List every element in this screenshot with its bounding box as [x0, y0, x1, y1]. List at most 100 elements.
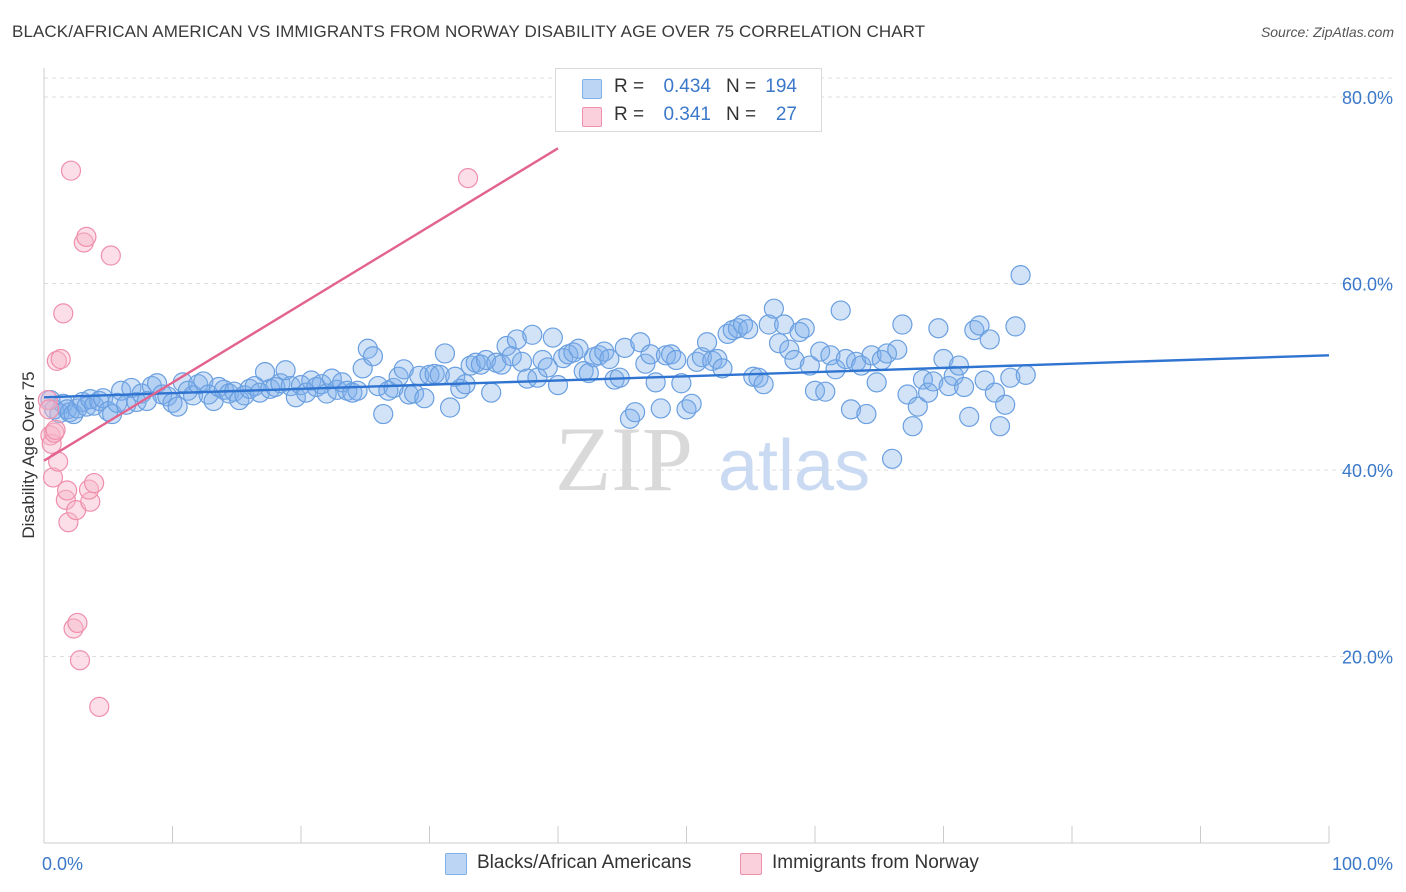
blacks-point-174 [917, 382, 939, 403]
y-tick-label-80: 80.0% [1342, 88, 1393, 108]
legend-n-label: N = [726, 76, 757, 97]
norway-point-10 [53, 303, 74, 324]
norway-trendline [43, 147, 559, 462]
blacks-point-70 [383, 377, 404, 399]
blacks-point-139 [738, 319, 759, 340]
blacks-point-80 [434, 343, 456, 364]
blacks-point-172 [907, 396, 928, 417]
x-tick-label-0: 0.0% [42, 854, 83, 874]
blacks-point-164 [866, 372, 887, 393]
blacks-point-72 [393, 359, 414, 380]
norway-point-15 [63, 618, 84, 639]
norway-point-17 [67, 612, 88, 634]
blacks-point-182 [959, 406, 980, 427]
legend-r-label: R = [614, 104, 645, 125]
norway-point-6 [45, 419, 66, 441]
blacks-point-171 [902, 416, 923, 437]
blacks-point-100 [537, 357, 558, 378]
chart-title: BLACK/AFRICAN AMERICAN VS IMMIGRANTS FRO… [12, 22, 926, 41]
blacks-point-82 [445, 366, 466, 387]
blacks-point-97 [522, 324, 543, 345]
legend-n-value: 27 [775, 104, 797, 125]
blacks-point-151 [799, 355, 820, 376]
blacks-point-143 [758, 314, 779, 335]
blacks-point-176 [928, 318, 949, 339]
legend-r-value: 0.341 [663, 104, 711, 125]
x-tick-label-100: 100.0% [1332, 854, 1393, 874]
blacks-point-94 [506, 329, 527, 350]
blacks-point-119 [635, 353, 656, 374]
blacks-point-81 [439, 397, 461, 418]
blacks-point-166 [876, 343, 898, 364]
blacks-point-190 [1000, 367, 1021, 388]
blacks-point-156 [825, 359, 846, 380]
blacks-point-147 [779, 339, 800, 360]
blacks-point-154 [815, 381, 836, 402]
norway-point-14 [60, 160, 82, 181]
blacks-point-133 [707, 348, 728, 370]
blacks-point-66 [362, 346, 384, 367]
y-tick-labels: 20.0% 40.0% 60.0% 80.0% [1342, 88, 1393, 668]
blacks-point-152 [804, 380, 826, 401]
blacks-point-115 [614, 337, 635, 358]
blacks-point-181 [953, 376, 975, 398]
norway-point-18 [69, 650, 91, 671]
legend-r-value: 0.434 [663, 76, 711, 97]
blacks-point-173 [912, 369, 934, 390]
blacks-point-91 [491, 354, 512, 375]
legend-r-label: R = [614, 76, 645, 97]
blacks-point-106 [568, 338, 589, 359]
blacks-point-163 [861, 345, 882, 366]
blacks-point-130 [691, 347, 713, 368]
legend-box: R = 0.434 N = 194 R = 0.341 N = 27 [555, 68, 822, 132]
norway-point-26 [457, 168, 479, 189]
blacks-point-117 [624, 402, 646, 423]
blacks-point-168 [887, 339, 908, 360]
legend-row-norway: R = 0.341 N = 27 [556, 101, 821, 129]
y-tick-label-40: 40.0% [1342, 461, 1393, 481]
blacks-point-96 [517, 368, 538, 389]
bottom-legend-label-norway: Immigrants from Norway [772, 852, 979, 873]
source-credit: Source: ZipAtlas.com [1260, 24, 1394, 40]
blacks-point-89 [481, 382, 502, 403]
blacks-point-145 [768, 333, 790, 354]
blacks-point-159 [840, 399, 862, 420]
blacks-point-50 [280, 375, 301, 397]
blacks-trendline [43, 354, 1330, 399]
blacks-point-179 [943, 365, 964, 386]
legend-row-blacks: R = 0.434 N = 194 [556, 73, 821, 101]
blacks-point-120 [640, 344, 661, 365]
legend-n-label: N = [726, 104, 757, 125]
blacks-point-51 [285, 387, 306, 408]
legend-n-value: 194 [765, 76, 797, 97]
watermark-atlas: atlas [718, 426, 870, 506]
watermark: ZIP atlas [555, 408, 870, 510]
norway-point-13 [58, 512, 79, 533]
blacks-point-150 [794, 318, 815, 339]
blacks-point-153 [810, 341, 831, 362]
blacks-point-31 [182, 385, 204, 406]
blacks-point-101 [542, 327, 563, 348]
blacks-point-49 [275, 360, 296, 381]
norway-point-4 [42, 467, 64, 488]
blacks-point-191 [1005, 316, 1026, 337]
blacks-point-134 [712, 358, 733, 379]
legend-swatch-blacks [582, 79, 602, 99]
series-blacks-points [40, 265, 1036, 469]
bottom-legend-swatch-norway [740, 853, 762, 875]
blacks-point-128 [681, 393, 702, 414]
blacks-point-95 [511, 351, 533, 372]
blacks-point-157 [830, 300, 851, 321]
blacks-point-108 [578, 362, 599, 384]
blacks-point-148 [784, 349, 805, 371]
bottom-legend-swatch-blacks [445, 853, 467, 875]
series-norway-points [37, 160, 479, 717]
blacks-point-192 [1010, 265, 1031, 286]
trendlines [43, 147, 1330, 462]
blacks-point-68 [373, 403, 394, 425]
blacks-point-184 [969, 315, 990, 336]
blacks-point-92 [496, 335, 517, 357]
blacks-point-162 [856, 403, 877, 425]
bottom-legend-label-blacks: Blacks/African Americans [477, 852, 692, 873]
